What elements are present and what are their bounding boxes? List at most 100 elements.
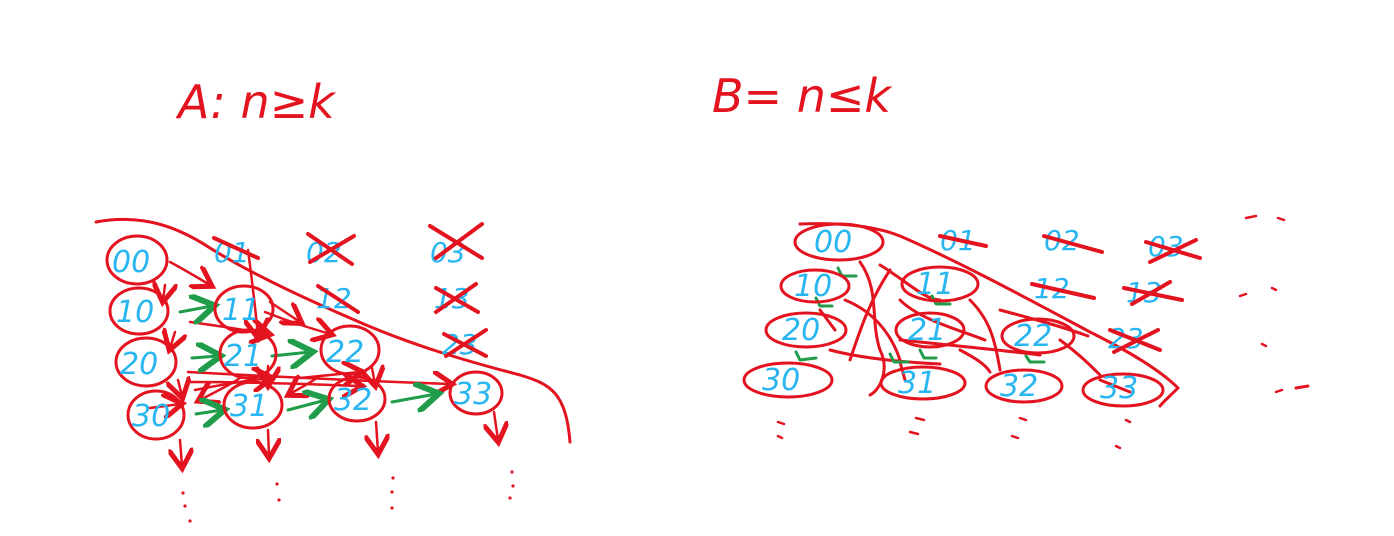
panel-b-crossed-group: 01 02 03 12 13 23 [938, 224, 1202, 355]
scribble [958, 348, 992, 374]
green-arrow [178, 306, 212, 312]
red-arrow [268, 428, 269, 456]
node-label: 32 [334, 383, 372, 418]
dash [1244, 214, 1258, 220]
cross-mark [444, 328, 488, 358]
node-label: 33 [454, 377, 492, 412]
node-circle [222, 380, 284, 430]
scribble [1058, 338, 1102, 377]
cross-mark [212, 236, 260, 260]
green-arrow [194, 410, 222, 414]
node-label: 11 [916, 267, 954, 302]
node-circle [218, 328, 278, 380]
dot [390, 506, 394, 510]
node-label: 31 [230, 389, 268, 424]
panel-a-continuation-dots [181, 470, 515, 523]
scribble [898, 360, 907, 382]
cross-mark [1112, 328, 1160, 354]
scribble [848, 268, 892, 362]
panel-b-title: B= n≤k [712, 69, 893, 123]
node-circle [319, 324, 381, 376]
dash [914, 416, 926, 422]
green-mark [1024, 354, 1046, 364]
red-arrow [148, 404, 180, 408]
cross-mark [938, 234, 988, 248]
node-circle [327, 375, 387, 423]
red-arrow [376, 420, 378, 452]
node-label: 30 [132, 399, 170, 434]
dot [511, 484, 515, 488]
node-label: 00 [814, 225, 852, 260]
dot [183, 504, 187, 508]
node-label: 21 [224, 339, 262, 374]
node-circle [114, 336, 178, 388]
node-label: 10 [116, 295, 154, 330]
dot [391, 476, 395, 480]
dot [188, 519, 192, 523]
dash [1274, 388, 1284, 394]
node-label: 20 [782, 313, 820, 348]
dot [277, 498, 281, 502]
cross-mark [1148, 238, 1198, 264]
node-label: 30 [762, 363, 800, 398]
node-label: 22 [1014, 319, 1052, 354]
node-circle [1081, 372, 1165, 408]
node-label: 33 [1100, 371, 1138, 406]
red-arrow [268, 300, 300, 322]
node-circle [213, 284, 275, 334]
node-label: 32 [1000, 369, 1038, 404]
scribble [968, 298, 1002, 372]
cross-mark [1030, 282, 1096, 300]
green-arrow [286, 400, 326, 410]
green-mark [918, 348, 938, 360]
panel-b-red-scribbles [818, 260, 1132, 397]
node-circle [742, 361, 834, 399]
panel-a: A: n≥k 01 02 03 12 13 23 [94, 75, 572, 523]
red-arrow [168, 260, 210, 285]
dot [275, 482, 279, 486]
red-arrow [263, 310, 330, 334]
scribble [1098, 378, 1132, 394]
node-circle [105, 234, 169, 286]
dash [1010, 434, 1020, 440]
node-circle [126, 389, 186, 441]
panel-a-crossed-group: 01 02 03 12 13 23 [212, 222, 488, 361]
node-label: 20 [120, 347, 158, 382]
dash [1294, 384, 1310, 390]
node-circle [879, 365, 967, 401]
cross-mark [1130, 280, 1172, 306]
dot [510, 470, 514, 474]
dash [1114, 444, 1122, 450]
red-arrow [290, 376, 322, 394]
node-label: 21 [908, 313, 946, 348]
node-label: 10 [794, 269, 832, 304]
node-circle [793, 222, 885, 262]
cross-mark [1042, 234, 1104, 254]
dot [390, 490, 394, 494]
cross-mark [434, 286, 480, 314]
red-arrow [170, 332, 175, 348]
scribble [843, 298, 902, 362]
node-label: 22 [326, 335, 364, 370]
panel-b-nodes: 00 10 11 20 21 22 30 31 32 33 [742, 222, 1165, 408]
node-circle [764, 311, 848, 349]
green-mark [930, 294, 952, 306]
dot [508, 496, 512, 500]
panel-b: B= n≤k 01 02 03 12 13 23 [712, 69, 1310, 450]
dash [776, 434, 784, 440]
node-circle [984, 368, 1064, 404]
cross-mark [434, 282, 478, 314]
dash [1276, 216, 1286, 222]
scribble [998, 308, 1090, 338]
panel-a-title: A: n≥k [175, 75, 337, 129]
green-arrow [270, 352, 310, 356]
cross-mark [434, 222, 484, 260]
panel-a-boundary-curve [94, 217, 572, 444]
dash [1124, 418, 1132, 424]
node-circle [779, 268, 851, 304]
dash [1270, 286, 1278, 292]
green-mark [794, 350, 818, 362]
node-label: 00 [112, 245, 150, 280]
dash [1018, 416, 1028, 422]
